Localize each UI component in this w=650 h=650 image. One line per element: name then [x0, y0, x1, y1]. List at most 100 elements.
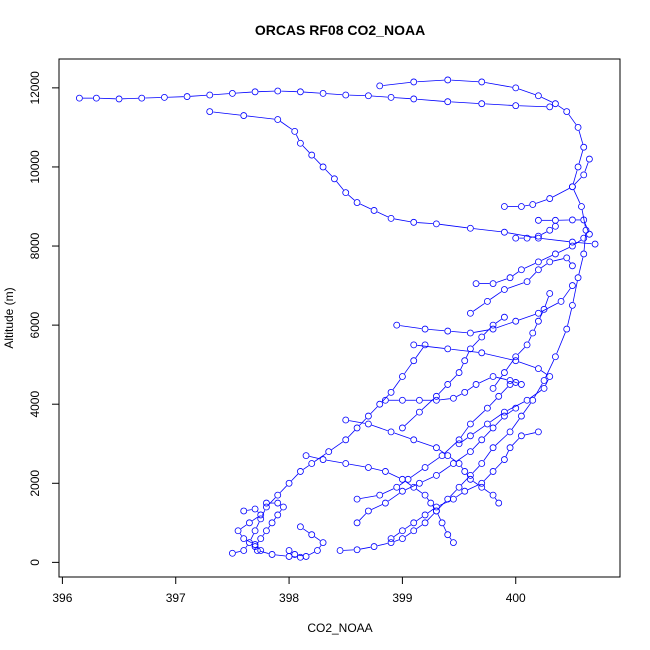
data-point — [500, 286, 508, 293]
data-point — [546, 195, 554, 202]
data-point — [251, 527, 259, 535]
series-segment — [347, 430, 355, 438]
data-point — [512, 234, 520, 242]
series-segment — [388, 492, 400, 502]
data-point — [421, 519, 429, 527]
series-segment — [573, 189, 581, 204]
data-point — [240, 112, 248, 119]
data-point — [398, 424, 406, 432]
series-segment — [541, 370, 548, 375]
data-point — [257, 515, 265, 523]
series-segment — [416, 440, 434, 447]
data-point — [552, 222, 559, 230]
data-point — [512, 84, 520, 92]
data-point — [512, 404, 520, 412]
data-point — [535, 258, 542, 266]
series-segment — [360, 495, 377, 499]
data-point — [279, 503, 287, 511]
data-point — [93, 94, 100, 102]
data-point — [160, 93, 168, 101]
data-point — [404, 475, 412, 483]
series-segment — [257, 511, 259, 513]
series-segment — [507, 282, 524, 289]
data-point — [325, 448, 333, 456]
data-series — [234, 505, 265, 554]
series-segment — [258, 90, 275, 93]
data-point — [398, 535, 406, 543]
series-segment — [260, 551, 269, 554]
data-point — [319, 456, 327, 463]
series-segment — [279, 509, 282, 513]
data-point — [478, 479, 486, 487]
data-point — [308, 460, 316, 467]
series-segment — [495, 318, 502, 324]
data-point — [387, 535, 395, 543]
data-point — [415, 408, 423, 416]
series-segment — [319, 545, 322, 548]
series-segment — [456, 492, 463, 498]
series-segment — [500, 386, 508, 395]
data-point — [410, 436, 418, 444]
data-point — [523, 234, 531, 242]
x-tick-label: 399 — [392, 591, 412, 605]
data-point — [274, 491, 282, 499]
data-point — [461, 468, 469, 475]
series-segment — [490, 291, 502, 300]
data-point — [466, 309, 474, 317]
data-point — [296, 88, 304, 96]
x-axis-label: CO2_NOAA — [307, 621, 372, 635]
series-segment — [541, 255, 553, 261]
data-point — [415, 479, 423, 487]
data-series — [393, 282, 576, 337]
data-point — [387, 214, 395, 222]
data-point — [370, 543, 378, 550]
series-segment — [438, 386, 446, 395]
series-segment — [575, 239, 582, 245]
series-segment — [303, 528, 310, 534]
data-point — [342, 436, 350, 444]
data-point — [512, 102, 520, 110]
data-point — [240, 507, 248, 515]
y-axis-label: Altitude (m) — [2, 287, 16, 348]
series-segment — [281, 90, 297, 93]
data-point — [506, 381, 514, 388]
data-point — [410, 218, 418, 226]
series-segment — [427, 513, 435, 521]
series-segment — [426, 497, 430, 501]
data-point — [500, 313, 508, 321]
data-point — [410, 95, 418, 103]
series-segment — [405, 532, 412, 537]
series-segment — [558, 105, 565, 110]
series-segment — [275, 554, 286, 557]
y-tick-label: 10000 — [28, 150, 42, 184]
data-point — [432, 471, 440, 479]
data-point — [274, 499, 282, 507]
data-point — [529, 201, 537, 208]
series-segment — [578, 130, 584, 144]
data-point — [285, 479, 293, 487]
data-point — [506, 444, 514, 452]
series-segment — [584, 162, 589, 172]
series-segment — [417, 222, 433, 225]
data-point — [410, 357, 418, 365]
data-point — [432, 507, 440, 515]
data-point — [586, 155, 593, 163]
series-segment — [359, 513, 367, 521]
series-segment — [298, 554, 303, 557]
data-point — [512, 379, 520, 386]
series-segment — [496, 278, 507, 283]
series-segment — [496, 376, 507, 381]
series-segment — [439, 398, 450, 401]
data-point — [302, 452, 310, 460]
data-point — [274, 116, 282, 123]
data-point — [262, 503, 270, 511]
data-point — [138, 94, 146, 102]
data-point — [574, 163, 582, 171]
series-segment — [541, 302, 559, 312]
series-segment — [145, 97, 161, 99]
series-segment — [239, 533, 243, 537]
data-point — [274, 87, 282, 95]
series-segment — [449, 537, 452, 540]
series-segment — [167, 96, 184, 98]
data-point — [466, 448, 474, 456]
